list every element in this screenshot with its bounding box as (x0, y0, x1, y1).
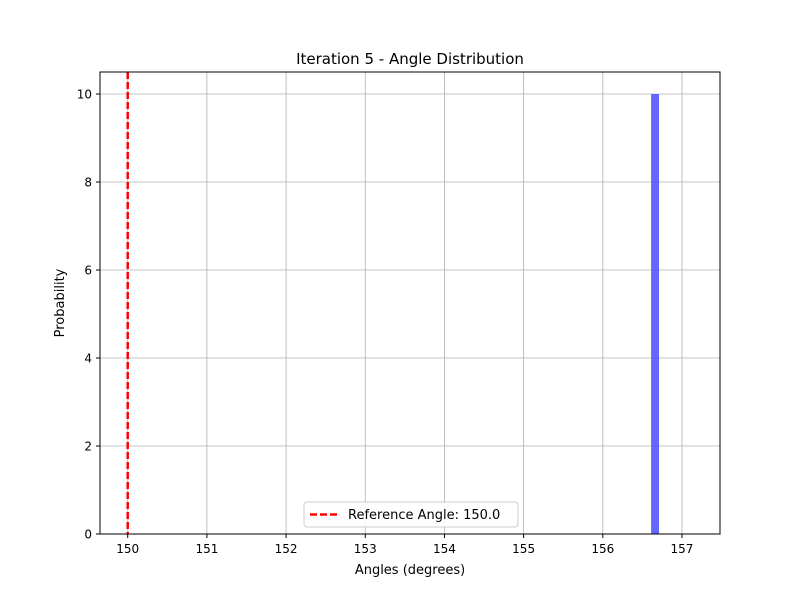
y-tick-label: 2 (84, 440, 92, 454)
plot-frame (99, 71, 721, 535)
y-axis-ticks: 0 2 4 6 8 10 (77, 88, 100, 542)
histogram-bar (651, 94, 660, 534)
chart-title: Iteration 5 - Angle Distribution (296, 50, 524, 68)
x-axis-label: Angles (degrees) (355, 563, 465, 578)
y-tick-label: 8 (84, 176, 92, 190)
plot-area: 150 151 152 153 154 155 156 157 0 2 4 6 8 10 (77, 71, 721, 556)
y-tick-label: 4 (84, 352, 92, 366)
y-tick-label: 0 (84, 528, 92, 542)
x-tick-label: 151 (195, 542, 218, 556)
x-tick-label: 152 (275, 542, 298, 556)
x-axis-ticks: 150 151 152 153 154 155 156 157 (116, 534, 693, 556)
legend-box (303, 501, 519, 528)
y-axis-label: Probability (53, 268, 68, 337)
x-tick-label: 156 (591, 542, 614, 556)
y-tick-label: 10 (77, 88, 92, 102)
x-tick-label: 155 (512, 542, 535, 556)
x-tick-label: 154 (433, 542, 456, 556)
x-tick-label: 157 (671, 542, 694, 556)
x-tick-label: 150 (116, 542, 139, 556)
legend-entry-reference-angle: Reference Angle: 150.0 (348, 508, 500, 523)
x-tick-label: 153 (354, 542, 377, 556)
legend: Reference Angle: 150.0 (303, 501, 519, 528)
bars (651, 94, 660, 534)
y-tick-label: 6 (84, 264, 92, 278)
